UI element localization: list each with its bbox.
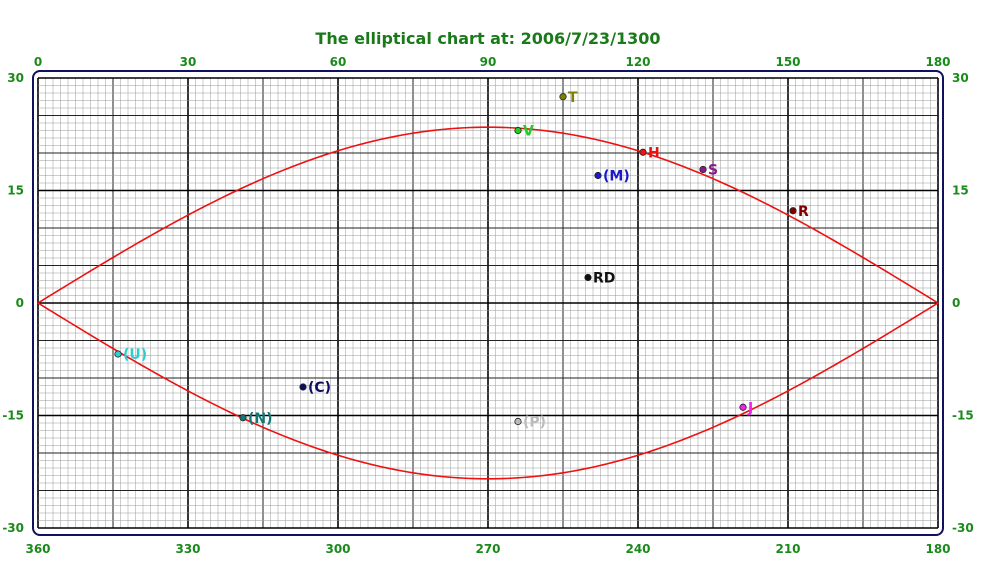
x-tick-label-top: 60 bbox=[330, 55, 347, 69]
chart-point: (M) bbox=[594, 169, 630, 185]
point-marker bbox=[239, 414, 247, 422]
ecliptic-curve bbox=[37, 126, 939, 480]
chart-point: (N) bbox=[239, 411, 273, 427]
chart-border bbox=[32, 70, 944, 536]
chart-point: RD bbox=[584, 271, 615, 287]
x-tick-label-top: 0 bbox=[34, 55, 42, 69]
y-tick-label-left: 30 bbox=[7, 71, 24, 85]
chart-point: (C) bbox=[299, 380, 331, 396]
y-tick-label-left: -30 bbox=[2, 521, 24, 535]
point-marker bbox=[584, 273, 592, 282]
point-label: (M) bbox=[603, 169, 630, 185]
chart-point: V bbox=[514, 124, 534, 140]
chart-grid bbox=[37, 77, 939, 529]
point-marker bbox=[559, 93, 567, 101]
ecliptic-curve-lower bbox=[37, 302, 939, 480]
ecliptic-curve-upper bbox=[37, 126, 939, 304]
x-tick-label-top: 150 bbox=[775, 55, 800, 69]
chart-point: T bbox=[559, 90, 578, 106]
x-tick-label-top: 180 bbox=[925, 55, 950, 69]
chart-point: R bbox=[789, 204, 809, 220]
y-tick-label-right: 15 bbox=[952, 184, 969, 198]
y-tick-label-right: -30 bbox=[952, 521, 974, 535]
x-tick-label-bottom: 360 bbox=[25, 542, 50, 556]
point-label: (U) bbox=[123, 347, 147, 363]
chart-point: H bbox=[639, 145, 660, 161]
point-marker bbox=[789, 207, 797, 215]
chart-title: The elliptical chart at: 2006/7/23/1300 bbox=[315, 29, 660, 48]
point-marker bbox=[514, 126, 522, 135]
x-tick-label-bottom: 180 bbox=[925, 542, 950, 556]
chart-point: (P) bbox=[514, 415, 546, 431]
point-label: T bbox=[568, 90, 578, 106]
point-label: (C) bbox=[308, 380, 331, 396]
y-tick-label-right: 0 bbox=[952, 296, 960, 310]
x-tick-label-bottom: 330 bbox=[175, 542, 200, 556]
chart-point: J bbox=[739, 400, 753, 416]
point-label: R bbox=[798, 204, 809, 220]
x-tick-label-bottom: 300 bbox=[325, 542, 350, 556]
point-label: V bbox=[523, 124, 534, 140]
x-tick-label-top: 30 bbox=[180, 55, 197, 69]
point-marker bbox=[639, 148, 647, 156]
point-label: J bbox=[747, 400, 753, 416]
point-marker bbox=[739, 403, 747, 411]
x-tick-label-top: 90 bbox=[480, 55, 497, 69]
chart-frame bbox=[32, 70, 944, 536]
y-tick-label-left: -15 bbox=[2, 409, 24, 423]
chart-point: (U) bbox=[114, 347, 147, 363]
x-tick-label-bottom: 240 bbox=[625, 542, 650, 556]
point-marker bbox=[114, 350, 122, 358]
x-tick-label-bottom: 270 bbox=[475, 542, 500, 556]
chart-point: S bbox=[699, 163, 718, 179]
y-tick-label-left: 0 bbox=[16, 296, 24, 310]
point-marker bbox=[299, 383, 307, 391]
celestial-points: T V H S (M) R RD (U) (C) (N) (P) J bbox=[114, 90, 809, 431]
x-tick-label-top: 120 bbox=[625, 55, 650, 69]
point-marker bbox=[699, 165, 707, 174]
y-tick-label-right: 30 bbox=[952, 71, 969, 85]
y-tick-label-left: 15 bbox=[7, 184, 24, 198]
y-tick-label-right: -15 bbox=[952, 409, 974, 423]
point-label: RD bbox=[593, 271, 615, 287]
point-label: H bbox=[648, 145, 660, 161]
point-label: (N) bbox=[248, 411, 273, 427]
point-marker bbox=[594, 171, 602, 180]
point-marker bbox=[514, 417, 522, 426]
x-tick-label-bottom: 210 bbox=[775, 542, 800, 556]
point-label: S bbox=[708, 163, 718, 179]
point-label: (P) bbox=[523, 415, 546, 431]
